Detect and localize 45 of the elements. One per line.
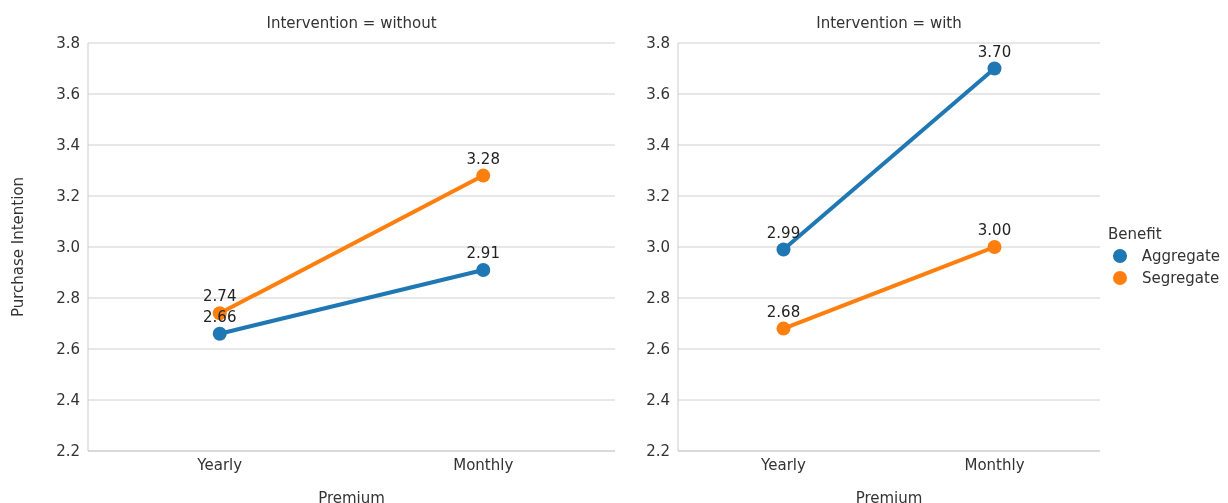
data-label: 2.91 bbox=[466, 243, 500, 262]
chart-title: Intervention = without bbox=[265, 14, 438, 32]
y-tick-label: 2.8 bbox=[56, 289, 80, 308]
x-tick-label: Monthly bbox=[453, 455, 514, 474]
y-tick-label: 2.2 bbox=[56, 442, 80, 461]
y-tick-label: 3.8 bbox=[56, 34, 80, 53]
y-tick-label: 3.2 bbox=[646, 187, 670, 206]
y-tick-label: 2.8 bbox=[646, 289, 670, 308]
y-tick-label: 3.8 bbox=[646, 34, 670, 53]
point bbox=[776, 321, 791, 336]
legend-label: Aggregate bbox=[1141, 246, 1220, 265]
data-label: 3.00 bbox=[977, 221, 1012, 239]
y-axis-title: Purchase Intention bbox=[9, 176, 28, 318]
point bbox=[476, 168, 491, 183]
y-tick-label: 2.6 bbox=[56, 340, 80, 359]
data-label: 3.28 bbox=[466, 149, 500, 168]
data-label: 2.66 bbox=[203, 307, 237, 326]
data-label: 2.99 bbox=[766, 223, 801, 242]
y-tick-label: 2.6 bbox=[646, 340, 670, 359]
x-axis-title: Premium bbox=[318, 489, 385, 503]
y-tick-label: 3.4 bbox=[56, 136, 80, 155]
point bbox=[987, 61, 1002, 76]
y-tick-label: 3.2 bbox=[56, 187, 80, 206]
y-tick-label: 3.0 bbox=[646, 238, 670, 257]
y-tick-label: 2.4 bbox=[56, 391, 80, 410]
point bbox=[776, 242, 791, 257]
y-tick-label: 3.6 bbox=[56, 85, 80, 104]
data-label: 3.70 bbox=[977, 42, 1012, 61]
point bbox=[212, 326, 227, 341]
y-tick-label: 3.0 bbox=[56, 238, 80, 257]
data-label: 2.68 bbox=[766, 302, 801, 321]
x-axis-title: Premium bbox=[855, 489, 923, 503]
y-tick-label: 2.2 bbox=[646, 442, 670, 461]
x-tick-label: Yearly bbox=[760, 455, 807, 474]
x-tick-label: Yearly bbox=[196, 455, 243, 474]
chart-title: Intervention = with bbox=[815, 14, 963, 32]
point bbox=[476, 262, 491, 277]
y-tick-label: 3.6 bbox=[646, 85, 670, 104]
data-label: 2.74 bbox=[203, 287, 237, 306]
y-tick-label: 3.4 bbox=[646, 136, 670, 155]
x-tick-label: Monthly bbox=[964, 455, 1025, 474]
legend-title: Benefit bbox=[1108, 224, 1163, 243]
legend-label: Segregate bbox=[1142, 268, 1220, 287]
point bbox=[987, 240, 1002, 254]
y-tick-label: 2.4 bbox=[646, 391, 670, 410]
